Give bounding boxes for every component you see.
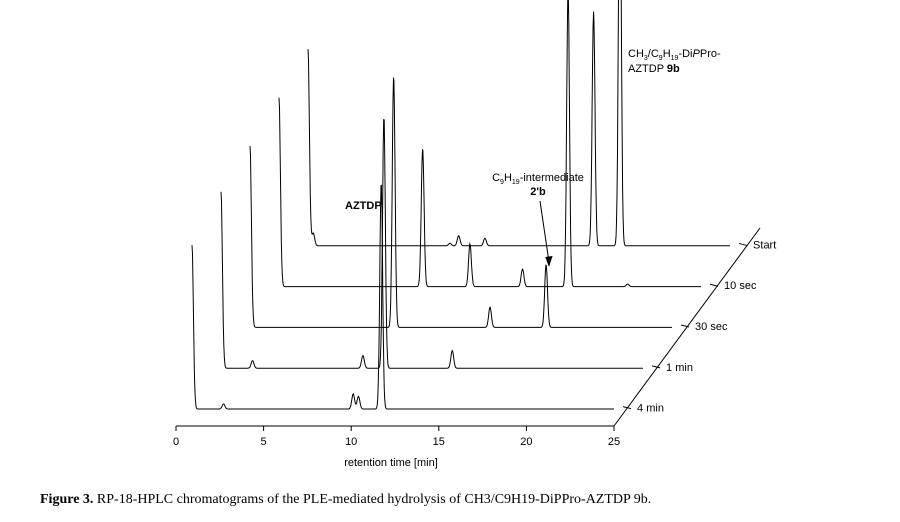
series-label-tick [709,283,719,287]
x-tick-label: 20 [520,436,532,448]
series-label: 30 sec [695,321,728,333]
x-tick-label: 15 [433,436,445,448]
x-axis-ticks: 0 5 10 15 20 25 [173,426,620,448]
chromatogram-trace [220,118,643,369]
annotation-intermediate-line1: C9H19-intermediate [492,172,584,186]
chromatogram-traces [191,0,730,410]
series-label-tick [738,242,748,246]
figure-caption: Figure 3. RP-18-HPLC chromatograms of th… [40,492,880,508]
x-tick-label: 10 [345,436,357,448]
series-label: Start [753,239,776,251]
annotation-product-number: 9b [667,63,680,75]
annotation-intermediate-arrow [539,200,553,267]
chromatogram-trace [307,0,730,247]
chromatogram-trace [191,184,614,410]
annotation-product-name: AZTDP [628,63,664,75]
series-label: 10 sec [724,280,757,292]
series-label-tick [680,324,690,328]
series-label: 1 min [666,362,693,374]
x-tick-label: 5 [261,436,267,448]
annotation-aztdp: AZTDP [345,200,382,212]
x-axis: 0 5 10 15 20 25 retention time [min] [173,425,620,469]
x-tick-label: 0 [173,436,179,448]
x-tick-label: 25 [608,436,620,448]
caption-label: Figure 3. [40,492,94,507]
annotation-intermediate-line2: 2'b [530,186,546,198]
caption-text: RP-18-HPLC chromatograms of the PLE-medi… [96,492,652,507]
chromatogram-trace [278,0,701,288]
series-label: 4 min [637,403,664,415]
annotation-product-line1: CH3/C9H19-DiPPro- [628,48,721,62]
series-label-tick [651,365,661,369]
annotation-product-line2: AZTDP 9b [628,63,680,75]
series-label-tick [622,406,632,410]
series-labels: 4 min 1 min 30 sec 10 sec Start [622,239,776,415]
x-axis-label: retention time [min] [344,457,438,469]
chromatogram-trace [249,77,672,328]
